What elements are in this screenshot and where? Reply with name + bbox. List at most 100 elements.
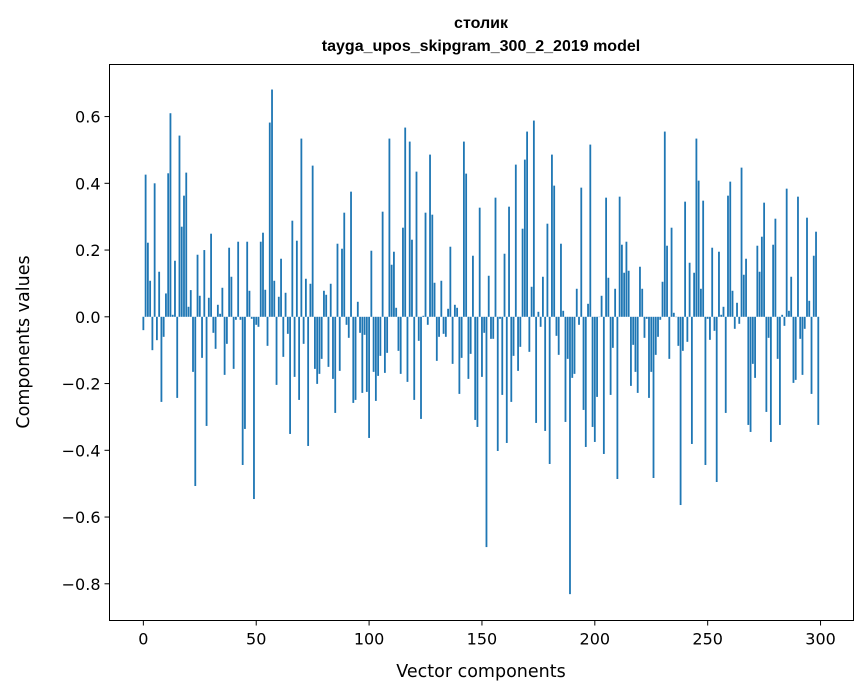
bar-287	[790, 277, 792, 317]
bar-265	[741, 168, 743, 317]
bar-100	[368, 317, 370, 438]
bar-148	[477, 317, 479, 427]
bar-60	[278, 297, 280, 317]
bar-44	[242, 317, 244, 465]
bar-173	[533, 121, 535, 317]
bar-124	[422, 316, 424, 317]
bar-170	[526, 132, 528, 317]
bar-119	[411, 240, 413, 317]
bar-55	[267, 317, 269, 346]
bar-186	[562, 311, 564, 317]
bar-255	[718, 252, 720, 317]
bar-56	[269, 123, 271, 317]
bar-147	[474, 317, 476, 420]
bar-144	[468, 317, 470, 379]
bar-291	[799, 317, 801, 339]
bar-128	[431, 215, 433, 317]
bar-280	[774, 219, 776, 317]
bar-275	[763, 203, 765, 317]
bar-296	[811, 317, 813, 394]
y-tick-label: −0.6	[62, 508, 101, 527]
bar-99	[366, 317, 368, 392]
bar-238	[680, 317, 682, 505]
bar-217	[632, 317, 634, 345]
bar-20	[188, 307, 190, 317]
y-tick-label: 0.6	[75, 108, 100, 127]
bar-67	[294, 317, 296, 377]
bar-169	[524, 160, 526, 317]
bar-226	[653, 317, 655, 478]
bar-76	[314, 317, 316, 369]
bar-65	[289, 317, 291, 434]
bar-50	[255, 317, 257, 325]
bar-61	[280, 259, 282, 317]
bar-32	[215, 317, 217, 349]
bar-223	[646, 317, 648, 319]
bar-78	[319, 317, 321, 374]
bar-118	[409, 142, 411, 317]
y-tick-label: 0.0	[75, 308, 100, 327]
bar-164	[513, 317, 515, 356]
bar-259	[727, 196, 729, 317]
bar-84	[332, 317, 334, 379]
bar-24	[197, 255, 199, 317]
bar-225	[650, 317, 652, 372]
bar-242	[689, 263, 691, 317]
bar-64	[287, 317, 289, 334]
bar-0	[142, 317, 144, 330]
bar-258	[725, 317, 727, 413]
bar-175	[537, 312, 539, 317]
bar-74	[309, 284, 311, 317]
x-axis-label: Vector components	[396, 662, 565, 682]
bar-53	[262, 233, 264, 317]
bar-249	[705, 317, 707, 465]
bar-139	[456, 308, 458, 317]
bar-10	[165, 293, 167, 316]
bar-221	[641, 289, 643, 317]
bar-233	[668, 317, 670, 359]
bar-57	[271, 90, 273, 317]
bar-51	[258, 317, 260, 327]
bar-143	[465, 174, 467, 317]
bar-85	[334, 317, 336, 413]
bar-239	[682, 317, 684, 351]
bar-199	[592, 317, 594, 427]
bar-125	[425, 213, 427, 317]
bar-292	[802, 317, 804, 375]
bar-58	[273, 281, 275, 317]
bar-177	[542, 277, 544, 317]
bar-237	[677, 317, 679, 346]
bar-6	[156, 317, 158, 340]
bar-269	[750, 317, 752, 432]
bar-167	[519, 317, 521, 347]
bar-150	[481, 317, 483, 377]
bar-110	[391, 265, 393, 317]
bar-63	[285, 293, 287, 317]
bar-196	[585, 317, 587, 447]
bar-115	[402, 228, 404, 317]
bar-230	[662, 282, 664, 317]
bar-14	[174, 261, 176, 317]
bar-197	[587, 304, 589, 317]
bar-198	[589, 145, 591, 317]
bar-243	[691, 317, 693, 444]
bar-263	[736, 303, 738, 317]
bar-137	[452, 317, 454, 364]
bar-277	[768, 317, 770, 338]
bar-162	[508, 207, 510, 317]
bar-176	[540, 317, 542, 327]
bar-158	[499, 317, 501, 319]
bar-298	[815, 232, 817, 317]
bar-268	[747, 317, 749, 425]
bar-219	[637, 317, 639, 393]
bar-87	[339, 317, 341, 371]
bar-35	[221, 288, 223, 317]
bar-92	[350, 192, 352, 317]
bar-211	[619, 197, 621, 317]
bar-72	[305, 279, 307, 317]
chart-title: столик	[454, 15, 509, 32]
bar-155	[492, 317, 494, 339]
bar-22	[192, 317, 194, 372]
bar-279	[772, 245, 774, 317]
bar-195	[583, 317, 585, 410]
